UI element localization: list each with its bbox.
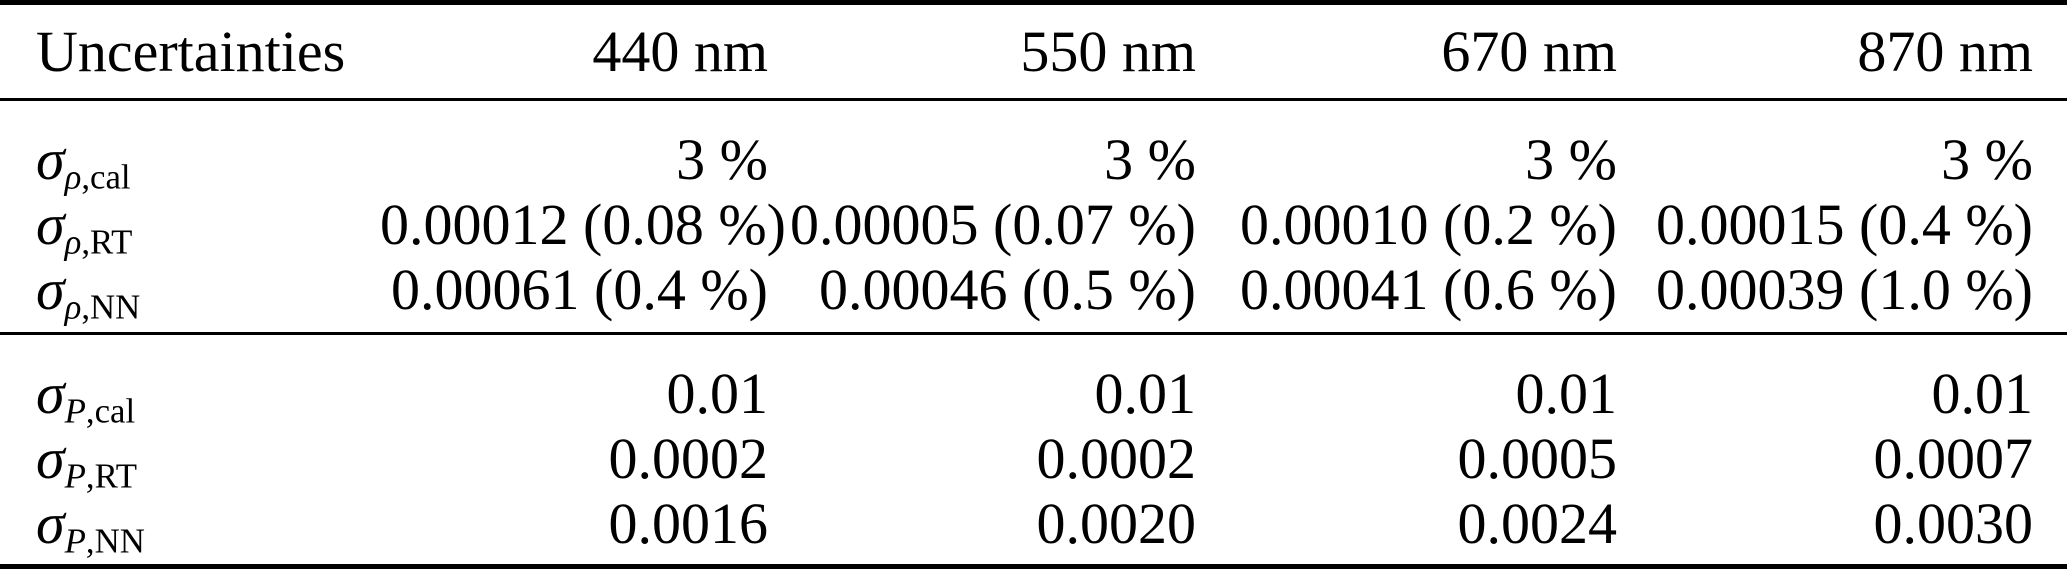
section-reflectance: σρ,cal 3 % 3 % 3 % 3 % σρ,RT 0.00012 (0.… xyxy=(0,100,2067,334)
cell-p-rt-670: 0.0005 xyxy=(1457,426,1618,491)
cell-rho-rt-870: 0.00015 (0.4 %) xyxy=(1656,192,2033,257)
column-header-870nm: 870 nm xyxy=(1617,2,2067,101)
column-header-440nm: 440 nm xyxy=(380,2,768,101)
column-header-uncertainties: Uncertainties xyxy=(0,2,380,101)
cell-rho-rt-440: 0.00012 (0.08 %) xyxy=(380,192,786,257)
row-sigma-rho-rt: σρ,RT 0.00012 (0.08 %) 0.00005 (0.07 %) … xyxy=(0,192,2067,262)
cell-rho-nn-440: 0.00061 (0.4 %) xyxy=(391,257,768,322)
cell-rho-cal-550: 3 % xyxy=(1104,127,1196,192)
cell-p-nn-670: 0.0024 xyxy=(1457,491,1618,556)
cell-p-rt-440: 0.0002 xyxy=(608,426,769,491)
row-sigma-p-nn: σP,NN 0.0016 0.0020 0.0024 0.0030 xyxy=(0,491,2067,567)
row-label-sigma-p-cal: σP,cal xyxy=(36,361,136,431)
row-label-sigma-p-nn: σP,NN xyxy=(36,491,145,561)
cell-p-nn-870: 0.0030 xyxy=(1873,491,2034,556)
column-header-670nm: 670 nm xyxy=(1196,2,1617,101)
cell-p-cal-670: 0.01 xyxy=(1515,361,1618,426)
cell-rho-cal-440: 3 % xyxy=(676,127,768,192)
header-row: Uncertainties 440 nm 550 nm 670 nm 870 n… xyxy=(0,2,2067,101)
row-label-sigma-rho-cal: σρ,cal xyxy=(36,127,131,197)
cell-p-nn-550: 0.0020 xyxy=(1036,491,1197,556)
cell-rho-nn-550: 0.00046 (0.5 %) xyxy=(819,257,1196,322)
cell-rho-cal-870: 3 % xyxy=(1941,127,2033,192)
row-label-sigma-rho-rt: σρ,RT xyxy=(36,192,133,262)
cell-p-cal-870: 0.01 xyxy=(1931,361,2034,426)
cell-rho-nn-870: 0.00039 (1.0 %) xyxy=(1656,257,2033,322)
row-label-sigma-p-rt: σP,RT xyxy=(36,426,137,496)
row-sigma-p-rt: σP,RT 0.0002 0.0002 0.0005 0.0007 xyxy=(0,426,2067,496)
row-sigma-rho-cal: σρ,cal 3 % 3 % 3 % 3 % xyxy=(0,100,2067,197)
section-polarization: σP,cal 0.01 0.01 0.01 0.01 σP,RT 0.0002 … xyxy=(0,334,2067,567)
cell-rho-nn-670: 0.00041 (0.6 %) xyxy=(1240,257,1617,322)
cell-rho-rt-550: 0.00005 (0.07 %) xyxy=(790,192,1196,257)
cell-p-rt-550: 0.0002 xyxy=(1036,426,1197,491)
column-header-550nm: 550 nm xyxy=(768,2,1196,101)
cell-p-nn-440: 0.0016 xyxy=(608,491,769,556)
row-sigma-p-cal: σP,cal 0.01 0.01 0.01 0.01 xyxy=(0,334,2067,431)
cell-p-cal-550: 0.01 xyxy=(1094,361,1197,426)
cell-p-cal-440: 0.01 xyxy=(666,361,769,426)
cell-p-rt-870: 0.0007 xyxy=(1873,426,2034,491)
cell-rho-cal-670: 3 % xyxy=(1525,127,1617,192)
row-sigma-rho-nn: σρ,NN 0.00061 (0.4 %) 0.00046 (0.5 %) 0.… xyxy=(0,257,2067,334)
row-label-sigma-rho-nn: σρ,NN xyxy=(36,257,141,327)
cell-rho-rt-670: 0.00010 (0.2 %) xyxy=(1240,192,1617,257)
